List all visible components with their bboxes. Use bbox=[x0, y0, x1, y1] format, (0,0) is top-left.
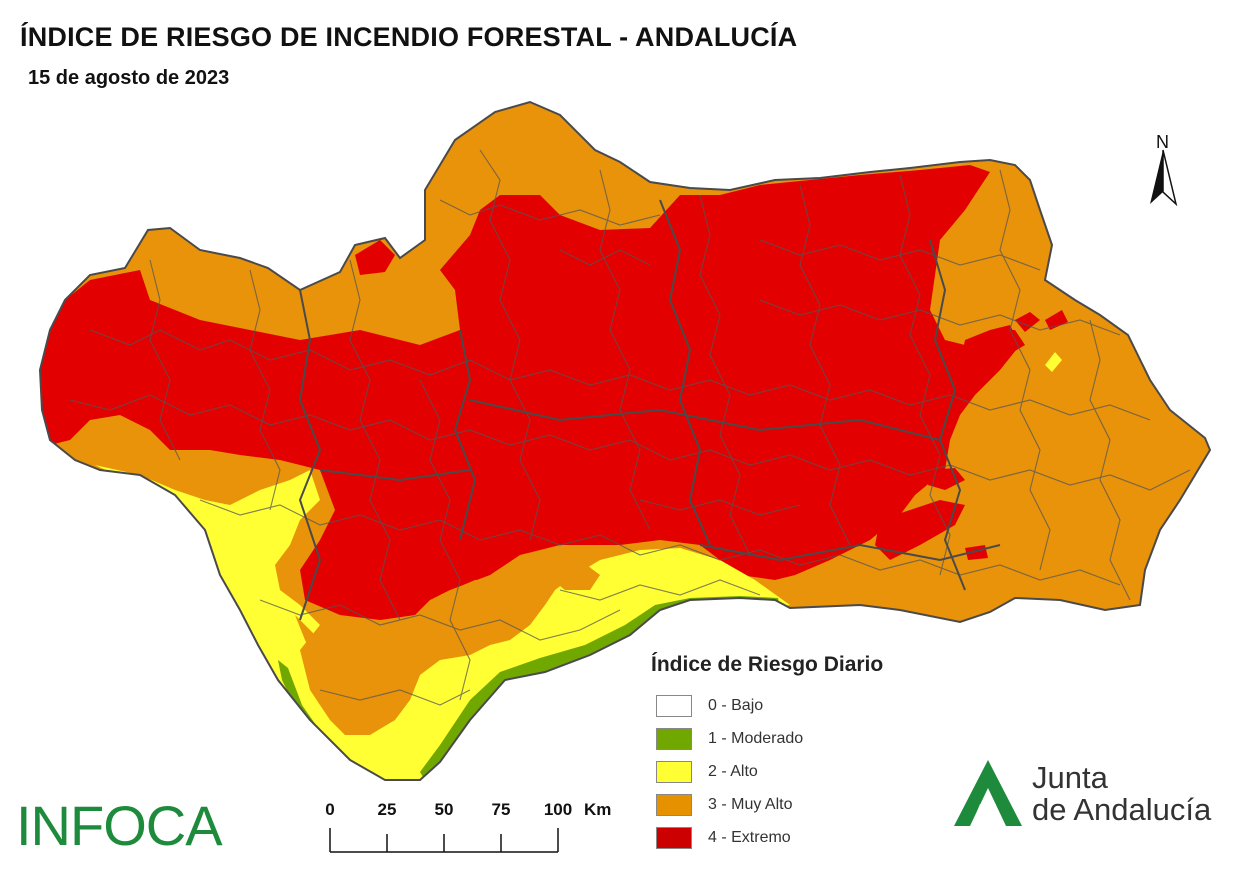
north-arrow-icon bbox=[1150, 149, 1178, 207]
infoca-logo: INFOCA bbox=[16, 794, 223, 857]
legend-swatch bbox=[656, 794, 692, 816]
map-title: ÍNDICE DE RIESGO DE INCENDIO FORESTAL - … bbox=[20, 22, 798, 52]
legend-label: 1 - Moderado bbox=[708, 730, 804, 747]
scale-bar: 0 25 50 75 100 Km bbox=[325, 800, 626, 860]
risk-zones bbox=[40, 102, 1210, 780]
legend-item-bajo: 0 - Bajo bbox=[656, 694, 763, 718]
scale-tick-label: 50 bbox=[434, 800, 454, 819]
region-border bbox=[38, 100, 1212, 781]
legend-swatch bbox=[656, 695, 692, 717]
junta-andalucia-emblem-icon bbox=[954, 760, 1022, 826]
legend-item-extremo: 4 - Extremo bbox=[656, 826, 791, 850]
zone-moderate bbox=[420, 596, 780, 780]
north-label: N bbox=[1156, 132, 1169, 152]
zone-high bbox=[95, 465, 790, 780]
junta-line1: Junta bbox=[1032, 760, 1108, 795]
legend-item-muy-alto: 3 - Muy Alto bbox=[656, 793, 792, 817]
scale-tick-label: 75 bbox=[491, 800, 511, 819]
legend-swatch bbox=[656, 761, 692, 783]
legend-item-alto: 2 - Alto bbox=[656, 760, 758, 784]
map-date: 15 de agosto de 2023 bbox=[28, 67, 230, 89]
scale-tick-label: 0 bbox=[325, 800, 335, 819]
scale-unit: Km bbox=[584, 800, 612, 819]
legend-label: 2 - Alto bbox=[708, 763, 758, 780]
province-boundaries bbox=[298, 199, 1001, 621]
junta-line2: de Andalucía bbox=[1032, 792, 1212, 827]
scale-tick-label: 25 bbox=[377, 800, 397, 819]
legend-item-moderado: 1 - Moderado bbox=[656, 727, 803, 751]
legend-label: 0 - Bajo bbox=[708, 697, 764, 714]
scale-ruler bbox=[329, 828, 559, 853]
legend-title: Índice de Riesgo Diario bbox=[651, 653, 884, 676]
legend-swatch bbox=[656, 827, 692, 849]
legend-label: 3 - Muy Alto bbox=[708, 796, 793, 813]
junta-andalucia-logo: Junta de Andalucía bbox=[1032, 762, 1211, 826]
scale-tick-label: 100 bbox=[543, 800, 573, 819]
legend-label: 4 - Extremo bbox=[708, 829, 791, 846]
zone-extreme bbox=[40, 165, 1020, 620]
legend-swatch bbox=[656, 728, 692, 750]
